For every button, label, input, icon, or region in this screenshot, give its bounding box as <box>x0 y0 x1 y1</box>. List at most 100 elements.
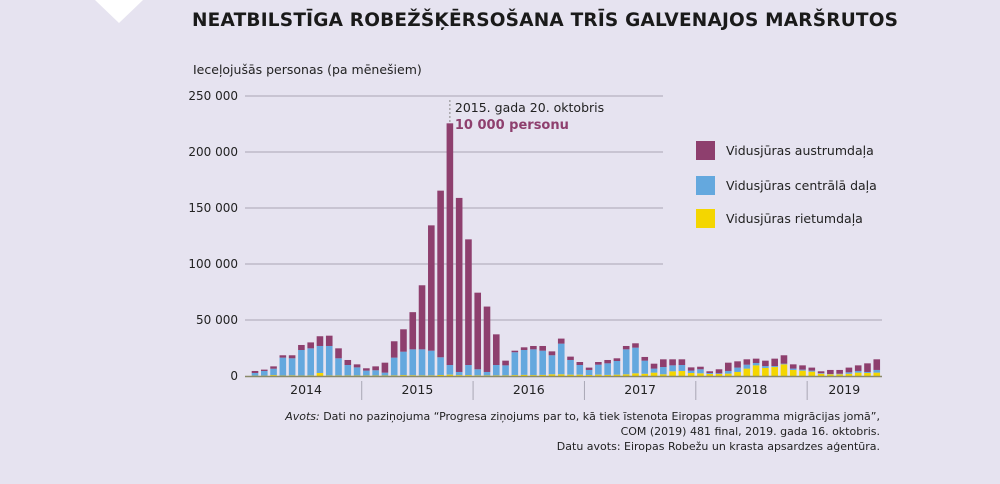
y-tick-label: 50 000 <box>196 313 238 327</box>
bar-segment-central <box>771 366 778 368</box>
bar-segment-east <box>724 362 732 371</box>
bar-segment-east <box>344 359 352 366</box>
bar-segment-west <box>372 375 379 376</box>
bar-segment-central <box>400 351 407 376</box>
legend-item-central: Vidusjūras centrālā daļa <box>696 176 877 195</box>
bar-segment-east <box>780 355 788 364</box>
bar-segment-central <box>585 369 593 375</box>
bar-segment-east <box>502 360 509 366</box>
bar-segment-east <box>492 334 500 366</box>
legend-swatch-east <box>696 141 715 160</box>
bar-segment-east <box>706 371 714 373</box>
bar-segment-east <box>390 341 398 358</box>
bar-segment-central <box>641 360 649 374</box>
bar-segment-west <box>418 375 426 376</box>
bar-segment-east <box>530 345 537 350</box>
bar-segment-central <box>455 371 463 376</box>
bar-segment-west <box>585 374 593 376</box>
bar-segment-east <box>660 359 667 368</box>
annotation-date: 2015. gada 20. oktobris <box>455 100 604 115</box>
bar-segment-central <box>854 370 862 373</box>
bar-segment-west <box>325 375 333 376</box>
bar-segment-west <box>613 374 621 376</box>
bar-segment-west <box>483 375 491 376</box>
bar-segment-east <box>771 358 778 367</box>
bar-segment-central <box>363 370 370 376</box>
bar-segment-west <box>595 374 602 376</box>
bar-segment-west <box>687 372 695 376</box>
bar-segment-east <box>418 285 426 350</box>
y-tick-label: 0 <box>230 369 238 383</box>
bar-segment-west <box>632 373 639 376</box>
bar-segment-east <box>799 365 806 370</box>
bar-segment-east <box>409 312 417 350</box>
source-prefix: Avots: <box>285 410 320 423</box>
bar-segment-central <box>409 349 417 376</box>
bar-segment-west <box>520 374 528 376</box>
bar-segment-west <box>724 373 732 376</box>
bar-segment-east <box>827 369 834 374</box>
bar-segment-central <box>715 373 723 374</box>
bar-segment-central <box>752 363 760 366</box>
bar-segment-west <box>567 374 574 376</box>
bar-segment-central <box>836 373 843 375</box>
bar-segment-east <box>557 338 565 344</box>
bar-segment-west <box>437 374 444 376</box>
bar-segment-east <box>697 366 704 370</box>
source-line-3: Datu avots: Eiropas Robežu un krasta aps… <box>556 440 880 453</box>
bar-segment-west <box>530 375 537 376</box>
bar-segment-central <box>530 349 537 376</box>
bar-segment-central <box>567 359 574 375</box>
bar-segment-east <box>400 329 407 352</box>
bar-segment-central <box>595 364 602 375</box>
x-tick-label: 2015 <box>401 382 433 397</box>
bar-segment-east <box>381 362 389 373</box>
bar-segment-west <box>316 372 324 376</box>
bar-segment-west <box>381 375 389 376</box>
bar-segment-central <box>465 365 472 376</box>
source-line-2: COM (2019) 481 final, 2019. gada 16. okt… <box>620 425 880 438</box>
y-tick-label: 250 000 <box>188 89 238 103</box>
bar-segment-central <box>687 370 695 373</box>
bar-segment-east <box>734 361 741 368</box>
bar-segment-east <box>474 292 482 370</box>
bar-segment-east <box>511 350 519 353</box>
bar-segment-east <box>437 190 444 358</box>
bar-segment-east <box>864 363 871 372</box>
bar-segment-central <box>511 352 519 376</box>
bar-segment-central <box>743 364 751 369</box>
bar-segment-central <box>789 368 797 370</box>
bar-segment-east <box>743 359 751 365</box>
bar-segment-east <box>260 369 268 371</box>
bar-segment-west <box>307 375 314 376</box>
bar-segment-west <box>270 375 277 376</box>
bar-segment-central <box>298 350 305 376</box>
bar-segment-east <box>576 362 584 366</box>
bar-segment-central <box>288 358 296 376</box>
bar-segment-east <box>873 359 881 370</box>
bar-segment-central <box>483 371 491 376</box>
bar-segment-west <box>465 375 472 376</box>
bar-segment-west <box>363 375 370 376</box>
bar-segment-central <box>576 365 584 375</box>
bar-segment-east <box>854 365 862 371</box>
bar-segment-central <box>381 372 389 376</box>
bar-segment-central <box>251 372 259 376</box>
bar-segment-central <box>344 365 352 376</box>
bar-segment-central <box>650 368 658 373</box>
bar-segment-west <box>678 370 686 376</box>
bar-segment-central <box>446 365 454 375</box>
x-tick-label: 2016 <box>513 382 545 397</box>
bar-segment-west <box>650 372 658 376</box>
bar-segment-west <box>604 374 611 376</box>
bar-segment-west <box>697 373 704 376</box>
bar-segment-east <box>836 369 843 374</box>
bar-segment-east <box>270 366 277 369</box>
bar-segment-east <box>251 370 259 373</box>
bar-segment-central <box>613 360 621 375</box>
bar-segment-central <box>864 371 871 373</box>
bar-segment-west <box>799 370 806 376</box>
bar-segment-west <box>548 374 556 376</box>
bar-segment-east <box>520 347 528 351</box>
bar-segment-west <box>511 375 519 376</box>
